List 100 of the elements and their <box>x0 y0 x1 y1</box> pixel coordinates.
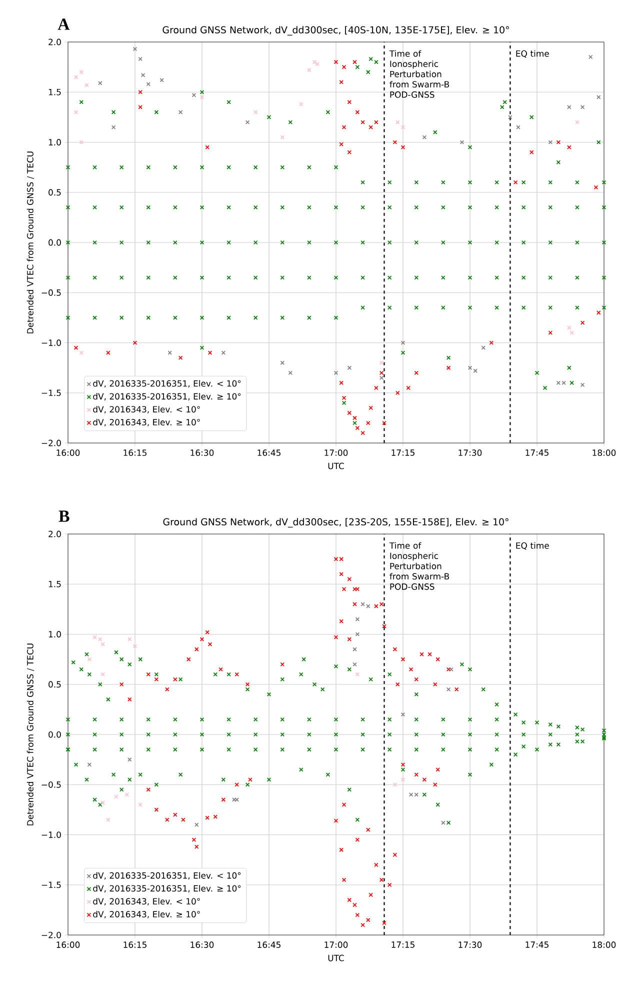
point <box>406 386 411 390</box>
point <box>352 647 357 652</box>
point <box>342 125 346 130</box>
point <box>567 145 572 150</box>
point <box>339 380 344 385</box>
legend-label: dV, 2016343, Elev. ≥ 10° <box>93 418 200 426</box>
y-tick-label: 1.0 <box>48 631 61 638</box>
point <box>400 777 406 782</box>
point <box>441 820 446 825</box>
y-axis-title: Detrended VTEC from Ground GNSS / TECU <box>26 644 34 826</box>
x-tick-label: 16:15 <box>124 450 146 456</box>
point <box>489 340 494 345</box>
point <box>124 792 130 797</box>
point <box>138 802 143 807</box>
point <box>548 140 553 144</box>
y-tick-label: 0.5 <box>48 189 61 196</box>
point <box>580 382 585 388</box>
text: A <box>58 18 70 30</box>
point <box>132 46 138 52</box>
legend-label: dV, 2016335-2016351, Elev. ≥ 10° <box>93 393 241 400</box>
point <box>138 56 143 62</box>
x-tick-label: 17:00 <box>324 942 348 948</box>
point <box>132 644 138 648</box>
point <box>140 72 146 78</box>
y-tick-label: 2.0 <box>48 38 61 46</box>
point <box>111 125 116 130</box>
point <box>400 145 406 150</box>
point <box>392 140 398 144</box>
point <box>138 105 143 110</box>
y-tick-label: −1.0 <box>42 832 61 838</box>
point <box>234 798 239 802</box>
point <box>567 326 572 330</box>
legend-label: dV, 2016343, Elev. < 10° <box>93 406 200 414</box>
point <box>400 712 406 717</box>
point <box>194 822 199 827</box>
point <box>379 360 384 365</box>
point <box>98 80 102 86</box>
ref-line-label: Time of Ionospheric Perturbation from Swarm-B POD-GNSS <box>389 50 450 98</box>
point <box>200 94 204 100</box>
point <box>280 135 285 140</box>
point <box>192 92 196 98</box>
x-tick-label: 16:00 <box>56 942 80 948</box>
point <box>114 794 118 799</box>
x-axis-title: UTC <box>328 462 344 470</box>
point <box>580 320 585 325</box>
x-tick-label: 17:45 <box>526 942 548 948</box>
point <box>100 642 105 646</box>
legend-label: dV, 2016335-2016351, Elev. < 10° <box>93 380 241 388</box>
point <box>288 370 293 375</box>
y-tick-label: 0.5 <box>48 681 61 688</box>
point <box>400 125 406 130</box>
x-tick-label: 16:15 <box>124 942 146 948</box>
point <box>368 125 373 130</box>
y-tick-label: 2.0 <box>48 530 61 538</box>
point <box>146 82 151 86</box>
point <box>352 416 357 420</box>
point <box>127 757 132 762</box>
point <box>132 340 138 345</box>
point <box>312 60 317 64</box>
point <box>400 340 406 345</box>
point <box>339 80 344 84</box>
point <box>588 54 593 60</box>
x-tick-label: 17:15 <box>392 942 414 948</box>
point <box>379 376 384 380</box>
x-tick-label: 16:00 <box>56 450 80 456</box>
point <box>513 180 518 184</box>
point <box>138 90 143 94</box>
point <box>342 396 346 400</box>
point <box>347 150 352 154</box>
point <box>280 360 285 365</box>
point <box>374 120 378 124</box>
point <box>232 798 236 802</box>
y-tick-label: 0.0 <box>48 731 61 738</box>
point <box>530 150 534 154</box>
point <box>580 105 585 110</box>
point <box>392 782 398 787</box>
point <box>106 818 110 822</box>
point <box>567 105 572 110</box>
x-tick-label: 17:00 <box>324 450 348 456</box>
point <box>366 420 370 426</box>
point <box>570 330 574 335</box>
point <box>516 125 520 130</box>
point <box>355 426 360 430</box>
x-tick-label: 17:45 <box>526 450 548 456</box>
x-axis-title: UTC <box>328 954 344 962</box>
point <box>355 110 360 114</box>
point <box>508 115 512 120</box>
x-tick-label: 18:00 <box>592 942 616 948</box>
y-tick-label: −0.5 <box>42 781 61 788</box>
point <box>160 78 164 82</box>
x-tick-label: 17:30 <box>458 450 482 456</box>
point <box>245 120 250 124</box>
point <box>347 100 352 104</box>
point <box>352 662 357 666</box>
y-tick-label: 1.5 <box>48 88 61 96</box>
point <box>414 370 419 375</box>
ref-line-label: Time of Ionospheric Perturbation from Swarm-B POD-GNSS <box>389 542 450 590</box>
point <box>178 356 183 360</box>
point <box>548 330 553 335</box>
point <box>422 135 427 140</box>
